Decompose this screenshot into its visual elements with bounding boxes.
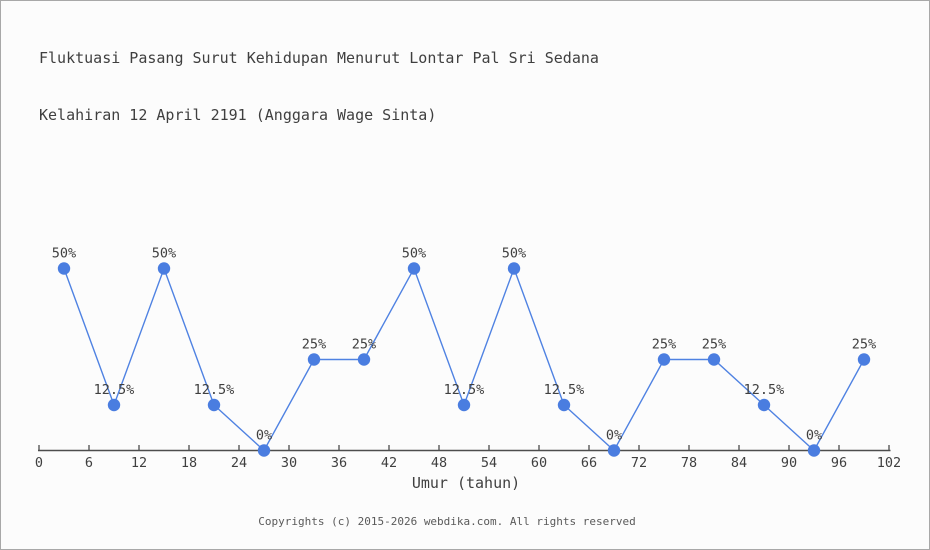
- data-line: [63, 266, 865, 452]
- x-axis-tick-label: 72: [631, 455, 647, 471]
- x-axis-tick-label: 0: [35, 455, 43, 471]
- data-point-label: 0%: [806, 428, 822, 444]
- data-point-label: 50%: [52, 246, 76, 262]
- data-point-marker: [557, 398, 571, 412]
- x-axis-tick-label: 42: [381, 455, 397, 471]
- data-point-label: 12.5%: [94, 382, 135, 398]
- data-point-label: 12.5%: [744, 382, 785, 398]
- data-point-label: 50%: [402, 246, 426, 262]
- data-point-label: 12.5%: [444, 382, 485, 398]
- copyright-notice: Copyrights (c) 2015-2026 webdika.com. Al…: [258, 515, 636, 528]
- data-point-label: 25%: [302, 337, 326, 353]
- data-point-marker: [607, 444, 621, 457]
- data-point-marker: [307, 353, 321, 366]
- data-point-marker: [107, 398, 121, 412]
- x-axis-tick-label: 78: [681, 455, 697, 471]
- x-axis-tick-label: 54: [481, 455, 497, 471]
- x-axis-tick-label: 12: [131, 455, 147, 471]
- x-axis-tick-label: 48: [431, 455, 447, 471]
- data-point-label: 25%: [852, 337, 876, 353]
- x-axis-tick-label: 84: [731, 455, 747, 471]
- data-point-label: 25%: [652, 337, 676, 353]
- x-axis-tick-label: 102: [877, 455, 901, 471]
- data-point-marker: [457, 398, 471, 412]
- data-point-marker: [257, 444, 271, 457]
- data-point-marker: [657, 353, 671, 366]
- data-point-label: 12.5%: [544, 382, 585, 398]
- data-point-label: 12.5%: [194, 382, 235, 398]
- data-point-marker: [707, 353, 721, 366]
- data-point-marker: [157, 262, 171, 275]
- x-axis-title: Umur (tahun): [411, 474, 521, 492]
- data-point-marker: [357, 353, 371, 366]
- x-axis-tick-label: 66: [581, 455, 597, 471]
- data-point-marker: [57, 262, 71, 275]
- data-point-label: 25%: [702, 337, 726, 353]
- data-point-label: 25%: [352, 337, 376, 353]
- data-point-label: 50%: [152, 246, 176, 262]
- x-axis-tick-label: 18: [181, 455, 197, 471]
- data-point-marker: [757, 398, 771, 412]
- data-point-marker: [857, 353, 871, 366]
- x-axis-tick-label: 6: [85, 455, 93, 471]
- x-axis-tick-label: 96: [831, 455, 847, 471]
- x-axis-tick-label: 60: [531, 455, 547, 471]
- data-point-marker: [507, 262, 521, 275]
- data-point-marker: [207, 398, 221, 412]
- chart-title-block: Fluktuasi Pasang Surut Kehidupan Menurut…: [39, 11, 599, 163]
- x-axis-tick-label: 36: [331, 455, 347, 471]
- chart-title: Fluktuasi Pasang Surut Kehidupan Menurut…: [39, 49, 599, 67]
- x-axis-tick-label: 24: [231, 455, 247, 471]
- chart-subtitle: Kelahiran 12 April 2191 (Anggara Wage Si…: [39, 106, 437, 124]
- x-axis-tick-label: 30: [281, 455, 297, 471]
- x-axis-tick-label: 90: [781, 455, 797, 471]
- data-point-label: 0%: [606, 428, 622, 444]
- data-point-label: 0%: [256, 428, 272, 444]
- data-point-marker: [407, 262, 421, 275]
- data-point-marker: [807, 444, 821, 457]
- data-point-label: 50%: [502, 246, 526, 262]
